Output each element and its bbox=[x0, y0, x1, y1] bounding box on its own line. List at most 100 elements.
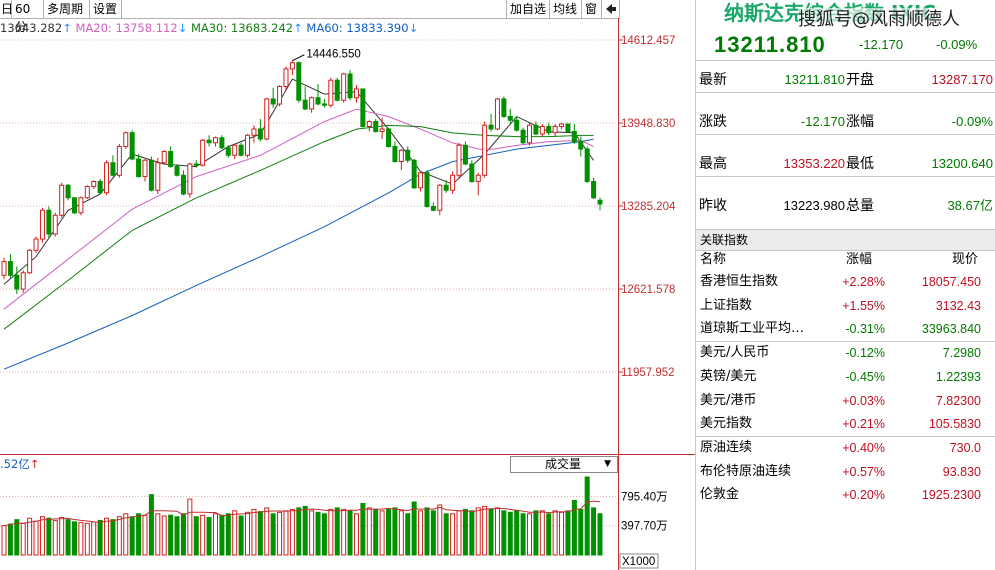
volume-bar bbox=[366, 507, 372, 556]
kline-chart[interactable]: 14612.457 13948.830 13285.204 12621.578 1195… bbox=[0, 0, 695, 570]
candle-body bbox=[430, 206, 436, 211]
related-index-name: 美元/港币 bbox=[700, 392, 757, 408]
divider bbox=[696, 134, 995, 135]
watermark: 搜狐号@风雨顺德人 bbox=[798, 8, 960, 32]
volume-indicator-select[interactable]: 成交量 ▼ bbox=[510, 456, 618, 473]
divider bbox=[696, 341, 995, 343]
candle-body bbox=[462, 144, 468, 165]
volume-bar bbox=[450, 513, 456, 556]
candle-body bbox=[52, 214, 58, 235]
candle-body bbox=[373, 120, 379, 132]
candle-body bbox=[277, 85, 283, 105]
volume-bar bbox=[84, 522, 90, 556]
price-axis-label: 12621.578 bbox=[621, 284, 675, 296]
related-index-price: 105.5830 bbox=[928, 417, 981, 432]
candle-body bbox=[424, 172, 430, 208]
candle-body bbox=[392, 145, 398, 163]
volume-header-value: .52亿 bbox=[0, 457, 30, 471]
settings-button[interactable]: 设置 bbox=[90, 0, 122, 18]
candle-body bbox=[360, 88, 366, 127]
volume-bar bbox=[546, 513, 552, 556]
candle-body bbox=[597, 199, 603, 205]
candle-body bbox=[559, 123, 565, 127]
dropdown-triangle-icon: ▼ bbox=[604, 459, 611, 469]
related-index-header: 名称 涨幅 现价 bbox=[696, 249, 995, 271]
chart-background bbox=[0, 18, 695, 570]
candle-body bbox=[257, 128, 263, 140]
candle-body bbox=[437, 184, 443, 211]
period-day-button[interactable]: 日 bbox=[0, 0, 14, 18]
candle-body bbox=[469, 163, 475, 183]
candle-body bbox=[148, 159, 154, 191]
volume-bar bbox=[33, 520, 39, 556]
volume-bar bbox=[360, 502, 366, 556]
divider bbox=[696, 60, 995, 61]
candle-body bbox=[405, 149, 411, 161]
candle-body bbox=[14, 274, 20, 290]
ma-line-ma30 bbox=[3, 124, 594, 330]
stat-label: 开盘 bbox=[846, 72, 874, 88]
volume-bar bbox=[46, 517, 52, 556]
related-index-row[interactable]: 伦敦金 +0.20% 1925.2300 bbox=[696, 484, 995, 506]
related-index-row[interactable]: 美元/港币 +0.03% 7.82300 bbox=[696, 390, 995, 412]
candle-body bbox=[200, 139, 206, 166]
header-price[interactable]: 现价 bbox=[952, 252, 979, 267]
volume-bar bbox=[418, 510, 424, 556]
volume-bar bbox=[187, 498, 193, 556]
related-index-row[interactable]: 道琼斯工业平均… -0.31% 33963.840 bbox=[696, 318, 995, 340]
kline-chart-area[interactable]: 14612.457 13948.830 13285.204 12621.578 1195… bbox=[0, 0, 695, 570]
related-index-row[interactable]: 英镑/美元 -0.45% 1.22393 bbox=[696, 366, 995, 388]
volume-bar bbox=[251, 508, 257, 556]
volume-bar bbox=[494, 507, 500, 556]
volume-bar bbox=[289, 508, 295, 556]
divider bbox=[696, 176, 995, 177]
volume-bar bbox=[353, 513, 359, 556]
volume-bar bbox=[328, 508, 334, 556]
related-index-tab[interactable]: 关联指数 bbox=[700, 233, 749, 247]
period-60min-button[interactable]: 60分 bbox=[12, 0, 44, 34]
volume-bar bbox=[27, 517, 33, 556]
related-index-row[interactable]: 美元指数 +0.21% 105.5830 bbox=[696, 413, 995, 435]
ma-lines-button[interactable]: 均线 bbox=[550, 0, 582, 18]
related-index-row[interactable]: 香港恒生指数 +2.28% 18057.450 bbox=[696, 271, 995, 293]
volume-bar bbox=[591, 507, 597, 556]
volume-bar bbox=[296, 507, 302, 556]
stat-value: 13353.220 bbox=[783, 156, 845, 171]
candle-body bbox=[456, 144, 462, 176]
multi-period-button[interactable]: 多周期 bbox=[44, 0, 90, 18]
candle-body bbox=[494, 98, 500, 130]
price-change-pct: -0.09% bbox=[936, 37, 978, 52]
candle-body bbox=[443, 184, 449, 191]
stat-value: 38.67亿 bbox=[947, 198, 993, 213]
back-arrow-icon[interactable] bbox=[602, 0, 620, 18]
high-marker-label: 14446.550 bbox=[306, 49, 360, 61]
candle-body bbox=[161, 150, 167, 164]
volume-bar bbox=[238, 515, 244, 556]
related-index-name: 美元指数 bbox=[700, 416, 753, 432]
add-watchlist-button[interactable]: 加自选 bbox=[506, 0, 550, 18]
window-button[interactable]: 窗 bbox=[582, 0, 602, 18]
related-index-row[interactable]: 美元/人民币 -0.12% 7.2980 bbox=[696, 342, 995, 364]
volume-bar bbox=[277, 511, 283, 556]
header-change-pct[interactable]: 涨幅 bbox=[846, 252, 873, 267]
panel-divider bbox=[695, 0, 696, 570]
header-name[interactable]: 名称 bbox=[700, 252, 727, 267]
related-index-row[interactable]: 原油连续 +0.40% 730.0 bbox=[696, 437, 995, 459]
ma-legend-ma: 13643.282 bbox=[0, 21, 63, 35]
volume-bar bbox=[411, 501, 417, 556]
volume-axis-label: 397.70万 bbox=[621, 521, 668, 533]
stat-label: 昨收 bbox=[699, 198, 727, 214]
candle-body bbox=[302, 99, 308, 110]
related-index-row[interactable]: 上证指数 +1.55% 3132.43 bbox=[696, 295, 995, 317]
volume-bar bbox=[437, 504, 443, 556]
related-index-name: 美元/人民币 bbox=[700, 345, 770, 361]
related-index-tab-bar: 关联指数 bbox=[696, 229, 995, 251]
volume-bar bbox=[559, 511, 565, 556]
related-index-price: 33963.840 bbox=[921, 322, 981, 337]
candle-body bbox=[309, 97, 315, 110]
volume-bar bbox=[232, 510, 238, 556]
candle-body bbox=[264, 98, 270, 140]
related-index-row[interactable]: 布伦特原油连续 +0.57% 93.830 bbox=[696, 461, 995, 483]
volume-bar bbox=[155, 513, 161, 556]
related-index-price: 7.82300 bbox=[935, 393, 981, 408]
